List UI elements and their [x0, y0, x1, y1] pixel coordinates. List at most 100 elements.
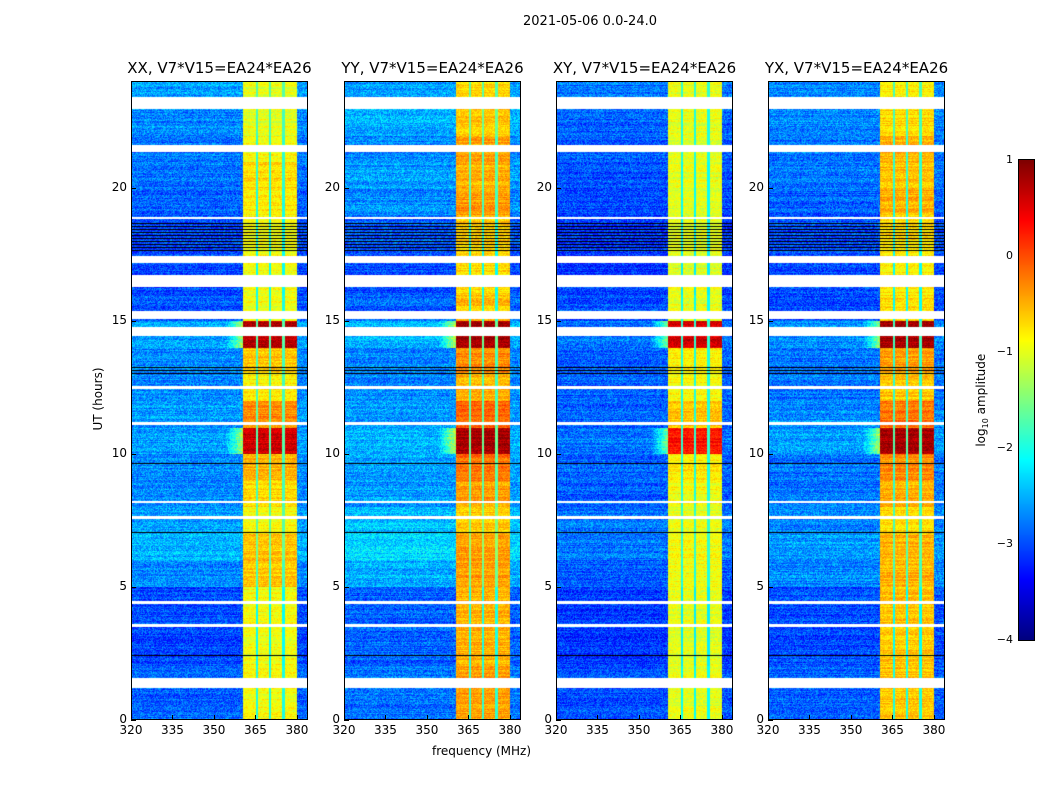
colorbar-tick-label: −1	[996, 345, 1013, 358]
x-tick-label: 350	[627, 723, 651, 737]
heatmap-image	[557, 82, 732, 719]
x-tick-mark	[892, 715, 894, 720]
x-tick-mark	[172, 715, 174, 720]
heatmap-image	[769, 82, 944, 719]
x-tick-mark	[468, 715, 470, 720]
y-tick-label: 15	[536, 312, 552, 327]
x-tick-mark	[933, 715, 935, 720]
y-axis-label: UT (hours)	[91, 367, 105, 431]
y-tick-label: 10	[536, 445, 552, 460]
colorbar-tick-label: 0	[1006, 249, 1013, 262]
y-tick-mark	[768, 586, 773, 588]
y-tick-label: 10	[324, 445, 340, 460]
y-tick-label: 5	[332, 578, 340, 593]
panel-title: XY, V7*V15=EA24*EA26	[552, 59, 737, 77]
y-tick-mark	[131, 320, 136, 322]
heatmap-panel	[131, 81, 308, 720]
colorbar-tick-label: −2	[996, 441, 1013, 454]
y-tick-mark	[131, 720, 136, 721]
y-tick-mark	[131, 187, 136, 189]
x-tick-label: 380	[922, 723, 946, 737]
x-tick-label: 350	[202, 723, 226, 737]
x-tick-label: 365	[881, 723, 904, 737]
y-tick-mark	[768, 453, 773, 455]
y-tick-label: 20	[536, 179, 552, 194]
y-tick-mark	[556, 453, 561, 455]
x-tick-label: 380	[285, 723, 309, 737]
colorbar	[1018, 159, 1035, 641]
heatmap-panel	[768, 81, 945, 720]
y-tick-label: 15	[324, 312, 340, 327]
x-tick-mark	[680, 715, 682, 720]
heatmap-image	[345, 82, 520, 719]
x-axis-label: frequency (MHz)	[432, 744, 532, 758]
y-tick-mark	[344, 586, 349, 588]
y-tick-label: 0	[332, 712, 340, 726]
x-tick-mark	[809, 715, 811, 720]
x-tick-label: 365	[457, 723, 480, 737]
x-tick-mark	[768, 715, 769, 720]
panel-title: YY, V7*V15=EA24*EA26	[341, 59, 524, 77]
x-tick-mark	[255, 715, 257, 720]
colorbar-label-main: log	[973, 428, 988, 447]
y-tick-mark	[344, 453, 349, 455]
x-tick-label: 350	[415, 723, 439, 737]
heatmap-panel	[556, 81, 733, 720]
colorbar-label-sub: 10	[981, 418, 991, 429]
x-tick-mark	[131, 715, 132, 720]
x-tick-label: 335	[586, 723, 609, 737]
y-tick-mark	[556, 320, 561, 322]
y-tick-mark	[344, 187, 349, 189]
colorbar-label: log10 amplitude	[974, 350, 990, 450]
x-tick-label: 380	[498, 723, 522, 737]
x-tick-label: 365	[244, 723, 267, 737]
y-tick-label: 20	[324, 179, 340, 194]
y-tick-label: 10	[748, 445, 764, 460]
x-tick-mark	[426, 715, 428, 720]
x-tick-mark	[850, 715, 852, 720]
y-tick-mark	[344, 320, 349, 322]
y-tick-mark	[768, 187, 773, 189]
x-tick-mark	[344, 715, 345, 720]
y-tick-label: 0	[119, 712, 127, 726]
y-tick-mark	[131, 453, 136, 455]
y-tick-label: 20	[748, 179, 764, 194]
colorbar-gradient	[1019, 160, 1034, 640]
y-tick-mark	[556, 586, 561, 588]
x-tick-mark	[597, 715, 599, 720]
y-tick-label: 5	[119, 578, 127, 593]
x-tick-mark	[509, 715, 511, 720]
y-tick-mark	[131, 586, 136, 588]
colorbar-tick-label: −4	[996, 633, 1013, 646]
panel-title: YX, V7*V15=EA24*EA26	[764, 59, 949, 77]
x-tick-label: 365	[669, 723, 692, 737]
x-tick-mark	[638, 715, 640, 720]
heatmap-panel	[344, 81, 521, 720]
y-tick-mark	[344, 720, 349, 721]
x-tick-label: 320	[119, 723, 143, 737]
y-tick-mark	[768, 320, 773, 322]
colorbar-tick-label: −3	[996, 537, 1013, 550]
x-tick-label: 320	[544, 723, 568, 737]
y-tick-label: 15	[111, 312, 127, 327]
x-tick-label: 320	[756, 723, 780, 737]
y-tick-mark	[768, 720, 773, 721]
y-tick-label: 0	[756, 712, 764, 726]
y-tick-mark	[556, 187, 561, 189]
x-tick-mark	[721, 715, 723, 720]
y-tick-label: 5	[544, 578, 552, 593]
y-tick-label: 10	[111, 445, 127, 460]
x-tick-label: 350	[839, 723, 863, 737]
y-tick-label: 15	[748, 312, 764, 327]
y-tick-label: 5	[756, 578, 764, 593]
x-tick-label: 320	[332, 723, 356, 737]
x-tick-label: 335	[161, 723, 184, 737]
colorbar-tick-label: 1	[1006, 153, 1013, 166]
x-tick-mark	[385, 715, 387, 720]
y-tick-mark	[556, 720, 561, 721]
x-tick-label: 380	[710, 723, 734, 737]
colorbar-label-rest: amplitude	[973, 353, 988, 419]
y-tick-label: 20	[111, 179, 127, 194]
x-tick-mark	[556, 715, 557, 720]
